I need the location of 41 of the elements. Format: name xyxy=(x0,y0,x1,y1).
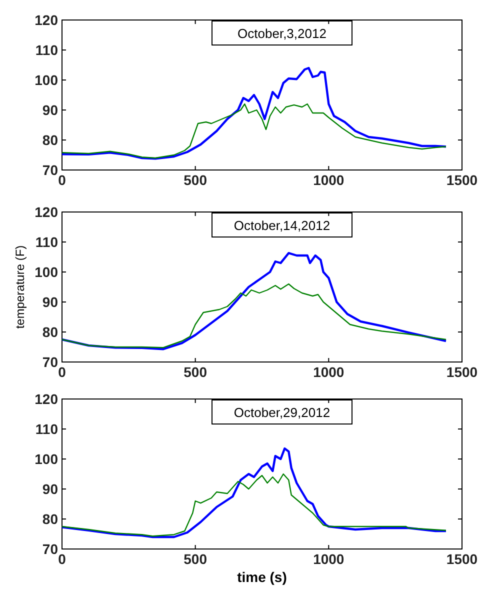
y-tick-label: 70 xyxy=(42,541,58,557)
annotation: October,3,2012 xyxy=(238,26,326,41)
x-tick-label: 0 xyxy=(58,172,66,188)
x-tick-label: 1000 xyxy=(313,172,344,188)
y-tick-label: 120 xyxy=(34,391,58,407)
y-tick-label: 90 xyxy=(42,481,58,497)
annotation: October,29,2012 xyxy=(234,405,330,420)
x-tick-label: 500 xyxy=(184,172,208,188)
y-tick-label: 100 xyxy=(34,264,58,280)
x-tick-label: 500 xyxy=(184,364,208,380)
y-tick-label: 90 xyxy=(42,294,58,310)
y-tick-label: 100 xyxy=(34,451,58,467)
line-series xyxy=(61,283,447,348)
x-tick-label: 1000 xyxy=(313,364,344,380)
x-axis-title: time (s) xyxy=(237,569,287,585)
y-tick-label: 120 xyxy=(34,204,58,220)
y-tick-label: 70 xyxy=(42,354,58,370)
line-series xyxy=(61,473,447,537)
line-series xyxy=(60,66,448,160)
y-tick-label: 110 xyxy=(35,234,58,250)
line-series xyxy=(60,252,448,350)
y-tick-label: 100 xyxy=(34,72,58,88)
y-tick-label: 110 xyxy=(35,421,58,437)
line-series xyxy=(61,103,447,159)
x-tick-label: 0 xyxy=(58,364,66,380)
y-tick-label: 80 xyxy=(42,511,58,527)
y-axis-title: temperature (F) xyxy=(13,245,27,329)
y-tick-label: 80 xyxy=(42,132,58,148)
x-tick-label: 1500 xyxy=(446,551,478,567)
y-tick-label: 90 xyxy=(42,102,58,118)
line-series xyxy=(60,447,448,538)
y-tick-label: 80 xyxy=(42,324,58,340)
x-tick-label: 1500 xyxy=(446,364,478,380)
x-tick-label: 0 xyxy=(58,551,66,567)
x-tick-label: 500 xyxy=(184,551,208,567)
x-tick-label: 1500 xyxy=(446,172,478,188)
y-tick-label: 110 xyxy=(35,42,58,58)
annotation: October,14,2012 xyxy=(234,218,330,233)
x-tick-label: 1000 xyxy=(313,551,344,567)
y-tick-label: 70 xyxy=(42,162,58,178)
y-tick-label: 120 xyxy=(34,12,58,28)
